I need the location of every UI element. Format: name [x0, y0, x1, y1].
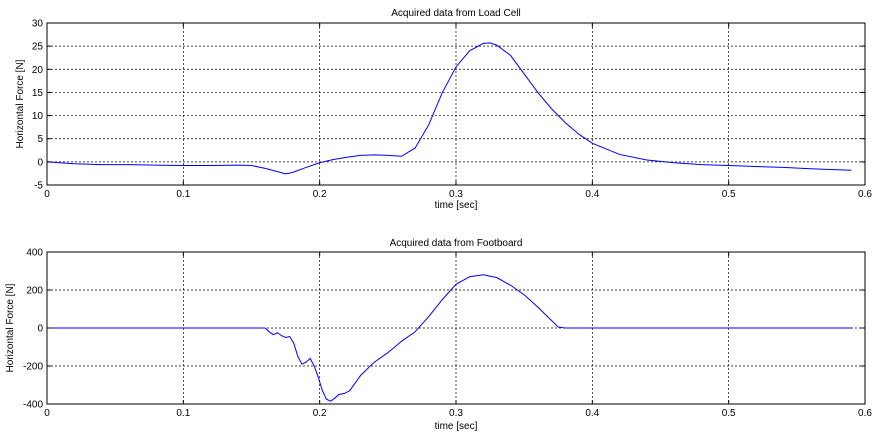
- x-tick-label: 0.1: [176, 408, 190, 419]
- x-tick-label: 0.5: [722, 408, 736, 419]
- x-tick-label: 0.2: [313, 408, 327, 419]
- y-tick-label: 400: [26, 248, 43, 259]
- y-tick-label: -400: [23, 400, 43, 411]
- y-tick-label: 200: [26, 286, 43, 297]
- y-tick-label: 30: [32, 19, 44, 30]
- x-axis-label: time [sec]: [435, 421, 478, 432]
- x-tick-label: 0: [44, 408, 50, 419]
- y-tick-label: 5: [37, 134, 43, 145]
- x-tick-label: 0.5: [722, 189, 736, 200]
- chart-title: Acquired data from Footboard: [390, 238, 523, 249]
- x-tick-label: 0.3: [449, 189, 463, 200]
- x-tick-label: 0.4: [585, 408, 599, 419]
- y-tick-label: 10: [32, 111, 44, 122]
- x-tick-label: 0.4: [585, 189, 599, 200]
- chart-footboard: Acquired data from Footboard time [sec] …: [5, 238, 872, 432]
- chart-load-cell: Acquired data from Load Cell time [sec] …: [15, 8, 872, 211]
- y-tick-label: -200: [23, 362, 43, 373]
- x-tick-label: 0.1: [176, 189, 190, 200]
- x-tick-label: 0.6: [858, 408, 872, 419]
- x-tick-label: 0.3: [449, 408, 463, 419]
- series-line: [46, 42, 852, 175]
- x-tick-label: 0: [44, 189, 50, 200]
- y-tick-label: 20: [32, 65, 44, 76]
- x-tick-label: 0.2: [313, 189, 327, 200]
- y-tick-label: -5: [34, 181, 43, 192]
- y-axis-label: Horizontal Force [N]: [5, 283, 16, 372]
- y-tick-label: 25: [32, 42, 44, 53]
- y-tick-label: 0: [37, 157, 43, 168]
- x-tick-label: 0.6: [858, 189, 872, 200]
- y-tick-label: 15: [32, 88, 44, 99]
- y-axis-label: Horizontal Force [N]: [15, 59, 26, 148]
- series-line: [47, 274, 852, 402]
- chart-title: Acquired data from Load Cell: [391, 8, 521, 19]
- y-tick-label: 0: [37, 324, 43, 335]
- x-axis-label: time [sec]: [435, 200, 478, 211]
